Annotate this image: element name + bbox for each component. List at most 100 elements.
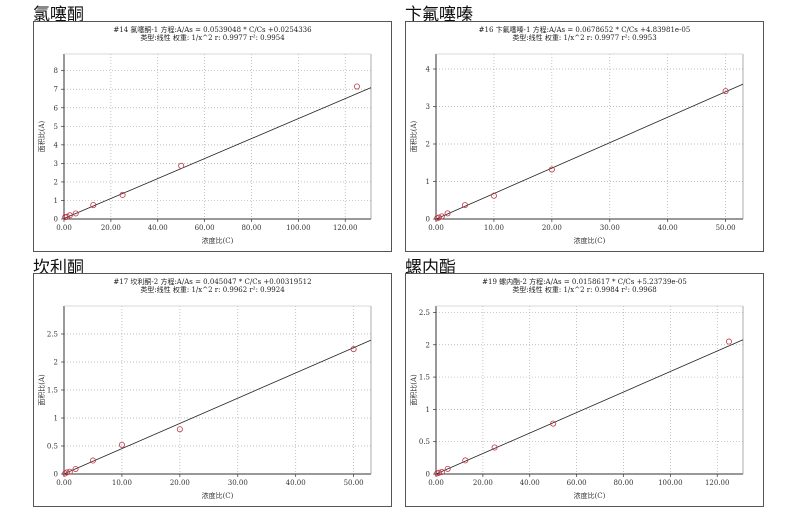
data-point [176,426,183,433]
x-tick-label: 10.00 [112,479,132,487]
data-point [72,465,79,472]
regression-line [435,339,744,475]
x-tick-label: 40.00 [520,479,540,487]
fit-stats-text: 类型:线性 权重: 1/x^2 r: 0.9962 r²: 0.9924 [140,286,285,294]
x-tick-label: 120.00 [705,479,730,487]
regression-line [63,339,372,475]
x-tick-label: 10.00 [484,224,504,232]
equation-text: #17 坎利酮-2 方程:A/As = 0.045047 * C/Cs +0.0… [113,278,312,286]
data-point [435,214,442,221]
fit-stats-text: 类型:线性 权重: 1/x^2 r: 0.9984 r²: 0.9968 [512,286,657,294]
data-point [72,210,79,217]
y-tick-label: 1.5 [419,374,430,382]
chart-panel-1: #14 氯噻酮-1 方程:A/As = 0.0539048 * C/Cs +0.… [33,21,392,252]
y-tick-label: 7 [54,86,58,94]
data-point [119,191,126,198]
x-tick-label: 100.00 [286,224,311,232]
data-point [118,441,125,448]
x-tick-label: 30.00 [228,479,248,487]
y-tick-label: 4 [54,141,59,149]
x-tick-label: 0.00 [428,479,444,487]
data-point [350,346,357,353]
x-tick-label: 50.00 [716,224,736,232]
data-point [90,202,97,209]
y-tick-label: 1 [54,415,58,423]
chart-header-2: #16 卞氟噻嗪-1 方程:A/As = 0.0678652 * C/Cs +4… [406,26,763,42]
y-axis-label: 面积比(A) [37,374,46,406]
equation-text: #14 氯噻酮-1 方程:A/As = 0.0539048 * C/Cs +0.… [113,26,312,34]
data-point [66,468,73,475]
x-axis-label: 浓度比(C) [202,236,234,245]
y-axis-label: 面积比(A) [409,120,418,152]
y-tick-label: 3 [54,160,58,168]
y-tick-label: 2 [54,178,58,186]
x-tick-label: 60.00 [195,224,215,232]
y-tick-label: 0.5 [47,443,58,451]
data-point [89,457,96,464]
data-point [491,444,498,451]
y-tick-label: 0 [54,471,58,479]
fit-stats-text: 类型:线性 权重: 1/x^2 r: 0.9977 r²: 0.9953 [512,34,657,42]
data-point [725,338,732,345]
data-point [462,457,469,464]
equation-text: #19 螺内酯-2 方程:A/As = 0.0158617 * C/Cs +5.… [482,278,687,286]
y-tick-label: 4 [426,66,431,74]
x-tick-label: 40.00 [148,224,168,232]
y-tick-label: 2 [426,141,430,149]
y-tick-label: 0.5 [419,438,430,446]
y-tick-label: 1.5 [47,387,58,395]
y-tick-label: 5 [54,123,58,131]
chart-plot-3: 0.00 10.00 20.00 30.00 40.00 50.00 0 0.5 1 1.5 2 2.… [37,305,372,500]
data-point [178,162,185,169]
y-tick-label: 0 [54,216,58,224]
x-tick-label: 40.00 [286,479,306,487]
x-tick-label: 40.00 [658,224,678,232]
y-tick-label: 6 [54,104,59,112]
y-tick-label: 0 [426,471,430,479]
chart-title-2: 卞氟噻嗪 [405,5,473,25]
data-point [63,213,70,220]
equation-text: #16 卞氟噻嗪-1 方程:A/As = 0.0678652 * C/Cs +4… [478,26,691,34]
x-tick-label: 0.00 [56,224,72,232]
x-tick-label: 80.00 [241,224,261,232]
data-point [66,212,73,219]
x-axis-label: 浓度比(C) [574,491,606,500]
y-tick-label: 2 [54,359,58,367]
y-tick-label: 1 [426,406,430,414]
x-tick-label: 80.00 [613,479,633,487]
x-axis-label: 浓度比(C) [574,236,606,245]
x-tick-label: 20.00 [101,224,121,232]
x-tick-label: 100.00 [658,479,683,487]
y-tick-label: 3 [426,103,430,111]
data-point [444,465,451,472]
data-point [722,88,729,95]
chart-plot-4: 0.00 20.00 40.00 60.00 80.00 100.00 120.00 0 0.5… [409,305,744,500]
x-axis-label: 浓度比(C) [202,491,234,500]
y-tick-label: 1 [54,197,58,205]
x-tick-label: 30.00 [600,224,620,232]
y-axis-label: 面积比(A) [37,120,46,152]
data-point [490,192,497,199]
x-tick-label: 120.00 [333,224,358,232]
y-tick-label: 0 [426,216,430,224]
chart-title-1: 氯噻酮 [33,5,84,25]
chart-plot-2: 0.00 10.00 20.00 30.00 40.00 50.00 0 1 2 3 4 浓度比(C)… [409,53,744,245]
regression-line [63,87,372,219]
regression-line [435,83,744,220]
x-tick-label: 20.00 [542,224,562,232]
x-tick-label: 50.00 [344,479,364,487]
y-axis-label: 面积比(A) [409,374,418,406]
chart-panel-4: #19 螺内酯-2 方程:A/As = 0.0158617 * C/Cs +5.… [405,273,764,507]
chart-panel-3: #17 坎利酮-2 方程:A/As = 0.045047 * C/Cs +0.0… [33,273,392,507]
chart-header-4: #19 螺内酯-2 方程:A/As = 0.0158617 * C/Cs +5.… [406,278,763,294]
data-point [461,202,468,209]
data-point [550,420,557,427]
x-tick-label: 0.00 [56,479,72,487]
y-tick-label: 2 [426,341,430,349]
y-tick-label: 2.5 [419,309,430,317]
data-point [444,210,451,217]
x-tick-label: 20.00 [473,479,493,487]
chart-plot-1: 0.00 20.00 40.00 60.00 80.00 100.00 120.00 0 1 2 3… [37,53,372,245]
x-tick-label: 0.00 [428,224,444,232]
data-point [353,83,360,90]
